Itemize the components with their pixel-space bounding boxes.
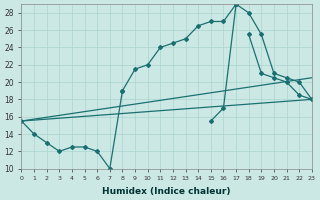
- X-axis label: Humidex (Indice chaleur): Humidex (Indice chaleur): [102, 187, 231, 196]
